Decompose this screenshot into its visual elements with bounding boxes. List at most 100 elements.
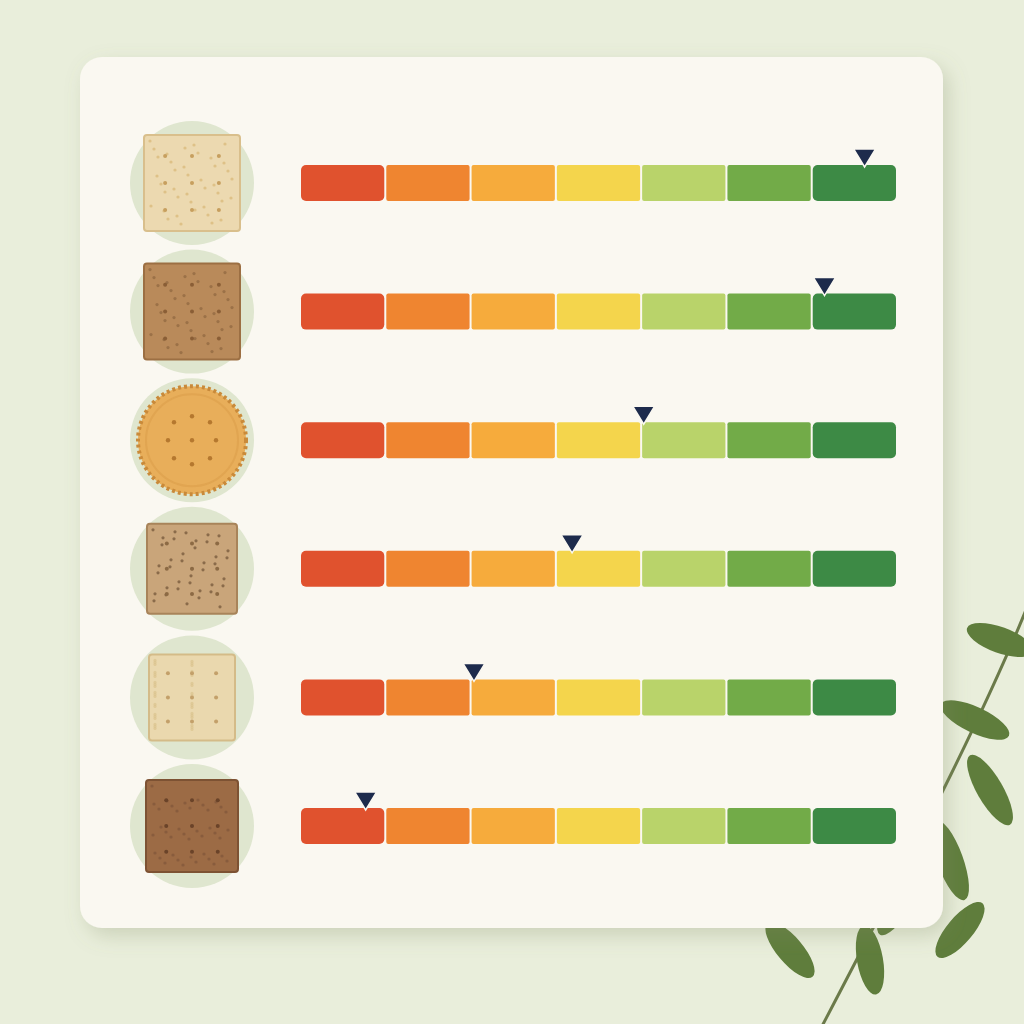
- cracker-speck: [153, 727, 156, 730]
- cracker-speck: [196, 280, 199, 283]
- leaf: [963, 616, 1024, 664]
- cracker-hole: [214, 695, 218, 699]
- cracker-speck: [163, 319, 166, 322]
- cracker-speck: [223, 142, 226, 145]
- cracker-speck: [226, 549, 229, 552]
- cracker-hole: [164, 824, 168, 828]
- cracker-speck: [190, 567, 193, 570]
- cracker-speck: [155, 174, 158, 177]
- cracker-speck: [185, 602, 188, 605]
- cracker-speck: [192, 272, 195, 275]
- scale-segment: [813, 422, 896, 458]
- scale-segment: [727, 422, 810, 458]
- cracker-speck: [153, 717, 156, 720]
- cracker-speck: [148, 139, 151, 142]
- cracker-speck: [226, 828, 229, 831]
- cracker-speck: [209, 285, 212, 288]
- cracker-hole: [190, 567, 194, 571]
- cracker-speck: [163, 190, 166, 193]
- cracker-hole: [190, 310, 194, 314]
- scale-segment: [301, 165, 384, 201]
- card: [80, 57, 943, 928]
- cracker-speck: [176, 858, 179, 861]
- cracker-hole: [190, 283, 194, 287]
- cracker-hole: [172, 420, 176, 424]
- cracker-hole: [190, 719, 194, 723]
- cracker-speck: [213, 562, 216, 565]
- cracker-speck: [151, 528, 154, 531]
- cracker-speck: [216, 320, 219, 323]
- scale-segment: [642, 294, 725, 330]
- cracker-speck: [219, 805, 222, 808]
- cracker-speck: [209, 156, 212, 159]
- cracker-speck: [169, 160, 172, 163]
- scale-segment: [386, 679, 469, 715]
- cracker-hole: [190, 671, 194, 675]
- cracker-speck: [155, 303, 158, 306]
- icon-circle: [130, 378, 254, 502]
- cracker-speck: [206, 808, 209, 811]
- cracker-speck: [183, 801, 186, 804]
- cracker-speck: [181, 552, 184, 555]
- cracker-speck: [157, 807, 160, 810]
- cracker-speck: [192, 143, 195, 146]
- cracker-speck: [189, 574, 192, 577]
- cracker-speck: [213, 831, 216, 834]
- scale-segment: [813, 808, 896, 844]
- leaf: [959, 749, 1022, 831]
- cracker-speck: [203, 315, 206, 318]
- scale-segment: [472, 294, 555, 330]
- cracker-speck: [210, 583, 213, 586]
- marker: [463, 663, 485, 681]
- cracker-speck: [201, 568, 204, 571]
- cracker-speck: [199, 307, 202, 310]
- cracker-speck: [205, 540, 208, 543]
- cracker-speck: [226, 169, 229, 172]
- cracker-hole: [190, 695, 194, 699]
- cracker-hole: [217, 283, 221, 287]
- scale-segment: [472, 808, 555, 844]
- cracker-speck: [164, 830, 167, 833]
- marker: [854, 149, 876, 167]
- scale-segment: [813, 679, 896, 715]
- scale-segment: [557, 679, 640, 715]
- cracker-speck: [190, 664, 193, 667]
- cracker-speck: [212, 312, 215, 315]
- cracker-speck: [169, 558, 172, 561]
- cracker-speck: [175, 343, 178, 346]
- cracker-hole: [166, 719, 170, 723]
- icon-circle: [130, 764, 254, 888]
- scale-segment: [301, 679, 384, 715]
- cracker-hole: [208, 420, 212, 424]
- scale-segment: [386, 808, 469, 844]
- cracker: [146, 780, 238, 872]
- cracker-speck: [190, 706, 193, 709]
- cracker-speck: [157, 564, 160, 567]
- scale-segment: [557, 808, 640, 844]
- cracker-speck: [180, 559, 183, 562]
- cracker-speck: [194, 860, 197, 863]
- cracker-hole: [215, 542, 219, 546]
- scale-segment: [301, 808, 384, 844]
- cracker-hole: [190, 154, 194, 158]
- cracker-speck: [195, 829, 198, 832]
- cracker-speck: [196, 798, 199, 801]
- cracker-icon: [130, 378, 254, 502]
- cracker-hole: [215, 567, 219, 571]
- cracker-speck: [219, 347, 222, 350]
- cracker: [147, 524, 237, 614]
- cracker-speck: [212, 862, 215, 865]
- cracker-speck: [182, 294, 185, 297]
- marker: [355, 792, 377, 810]
- cracker-hole: [163, 208, 167, 212]
- marker: [561, 535, 583, 553]
- cracker-speck: [219, 218, 222, 221]
- cracker-hole: [216, 824, 220, 828]
- cracker-speck: [185, 321, 188, 324]
- cracker-hole: [190, 850, 194, 854]
- cracker-hole: [190, 462, 194, 466]
- scale-bars: [301, 165, 896, 844]
- cracker-speck: [172, 537, 175, 540]
- cracker-speck: [169, 289, 172, 292]
- scale-segment: [813, 294, 896, 330]
